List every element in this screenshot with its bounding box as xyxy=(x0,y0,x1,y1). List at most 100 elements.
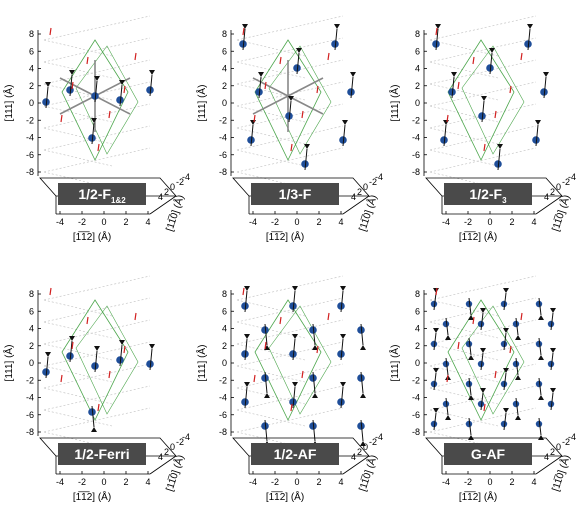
moment-arrow-shaft xyxy=(91,405,95,428)
depth-tick-label: 4 xyxy=(158,192,163,202)
moment-arrow-shaft xyxy=(515,357,519,376)
vertical-axis-label: [111] (Å) xyxy=(388,345,401,382)
magnetic-atom xyxy=(535,300,543,308)
magnetic-atom xyxy=(465,300,473,308)
moment-arrow-head xyxy=(342,120,348,125)
grid-line xyxy=(43,407,151,433)
moment-arrow-head xyxy=(69,336,75,341)
vertical-tick-label: 0 xyxy=(29,358,34,368)
depth-axis-label: [11̅0] (Å) xyxy=(356,193,380,233)
structure-badge-label: 1/2-Ferri xyxy=(74,446,129,462)
magnetic-atom xyxy=(91,92,99,100)
moment-arrow-head xyxy=(244,286,250,291)
badge-subscript-text: 3 xyxy=(502,196,507,205)
vertical-tick-label: 6 xyxy=(222,46,227,56)
magnetic-atom xyxy=(66,352,74,360)
moment-arrow-head xyxy=(515,375,521,380)
grid-line xyxy=(429,321,499,339)
vertical-tick-label: 4 xyxy=(222,64,227,74)
grid-line xyxy=(236,37,344,63)
depth-tick-label: 2 xyxy=(550,187,555,197)
small-moment xyxy=(316,345,319,354)
moment-arrow-head xyxy=(515,415,521,420)
structure-badge xyxy=(444,443,532,465)
badge-main-text: G-AF xyxy=(471,446,506,462)
x-axis-label: [1̅1̅2] (Å) xyxy=(73,490,111,503)
magnetic-atom xyxy=(116,356,124,364)
x-tick-label: 0 xyxy=(101,217,106,227)
grid-line xyxy=(429,365,499,383)
moment-arrow-head xyxy=(515,335,521,340)
depth-tick-label: 4 xyxy=(351,192,356,202)
small-moment xyxy=(242,287,245,296)
vertical-tick-label: 6 xyxy=(415,306,420,316)
small-moment xyxy=(446,114,449,123)
moment-arrow-head xyxy=(480,348,486,353)
grid-line xyxy=(236,105,306,123)
magnetic-atom xyxy=(309,326,317,334)
moment-arrow-shaft xyxy=(91,122,95,145)
small-moment xyxy=(253,114,256,123)
magnetic-atom xyxy=(309,422,317,430)
grid-line xyxy=(429,363,537,389)
small-moment xyxy=(60,114,63,123)
moment-arrow-shaft xyxy=(433,412,437,431)
depth-tick-label: -2 xyxy=(562,437,570,447)
magnetic-atom xyxy=(337,398,345,406)
magnetic-atom xyxy=(500,340,508,348)
grid-line xyxy=(43,125,151,151)
moment-arrow-shaft xyxy=(296,52,300,75)
structure-badge xyxy=(58,183,146,205)
small-moment xyxy=(457,81,460,90)
grid-line xyxy=(43,103,151,129)
magnetic-atom xyxy=(448,88,456,96)
magnetic-atom xyxy=(500,300,508,308)
x-tick-label: -4 xyxy=(442,477,450,487)
small-moment xyxy=(279,56,282,65)
grid-line xyxy=(429,15,537,41)
moment-arrow-head xyxy=(468,315,474,320)
vertical-tick-label: 0 xyxy=(415,358,420,368)
moment-arrow-head xyxy=(468,435,474,440)
small-moment xyxy=(123,345,126,354)
moment-arrow-head xyxy=(242,24,248,29)
depth-axis-line xyxy=(149,195,177,215)
vertical-tick-label: -4 xyxy=(219,393,227,403)
magnetic-atom xyxy=(430,380,438,388)
bond-line xyxy=(252,77,289,97)
depth-tick-label: 0 xyxy=(363,442,368,452)
moment-arrow-shaft xyxy=(258,76,262,99)
bond-line xyxy=(59,95,96,115)
small-moment xyxy=(97,403,100,412)
grid-line xyxy=(43,147,151,173)
depth-tick-label: 4 xyxy=(544,192,549,202)
x-tick-label: 4 xyxy=(145,477,150,487)
depth-tick-label: -2 xyxy=(562,177,570,187)
moment-arrow-shaft xyxy=(538,297,542,316)
grid-line xyxy=(236,365,306,383)
magnetic-atom xyxy=(91,362,99,370)
small-moment xyxy=(509,345,512,354)
structure-badge xyxy=(58,443,146,465)
depth-tick-label: 2 xyxy=(357,187,362,197)
x-axis-label: [1̅1̅2] (Å) xyxy=(266,490,304,503)
moment-arrow-shaft xyxy=(480,312,484,331)
moment-arrow-head xyxy=(94,76,100,81)
moment-arrow-shaft xyxy=(550,392,554,411)
moment-arrow-head xyxy=(480,308,486,313)
small-moment xyxy=(108,370,111,379)
grid-line xyxy=(429,105,499,123)
moment-arrow-head xyxy=(538,395,544,400)
small-moment xyxy=(108,110,111,119)
moment-arrow-head xyxy=(360,345,366,350)
moment-arrow-shaft xyxy=(489,52,493,75)
magnetic-atom xyxy=(289,302,297,310)
grid-line xyxy=(43,127,113,145)
magnetic-atom xyxy=(547,400,555,408)
unit-cell-outline xyxy=(447,39,515,161)
small-moment xyxy=(483,143,486,152)
moment-arrow-head xyxy=(45,82,51,87)
depth-axis-line xyxy=(342,195,370,215)
x-axis-label: [1̅1̅2] (Å) xyxy=(459,490,497,503)
